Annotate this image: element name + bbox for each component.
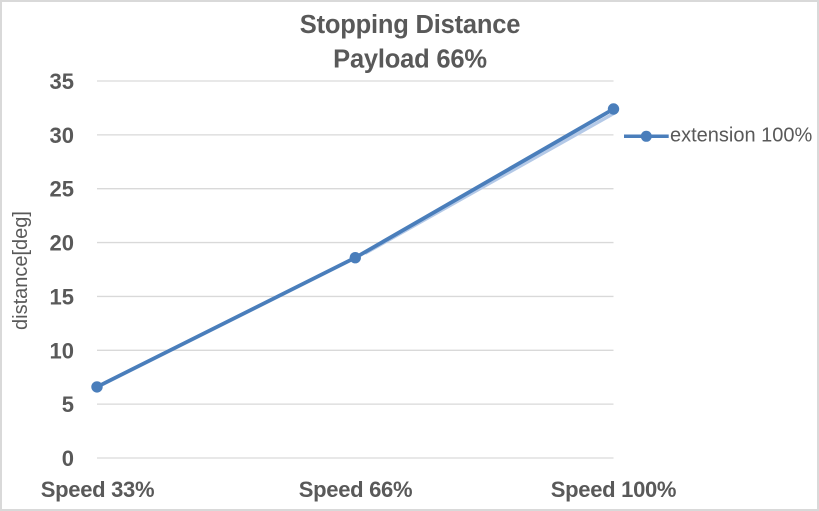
svg-text:Speed 33%: Speed 33%: [41, 477, 154, 502]
svg-text:extension 100%: extension 100%: [670, 125, 813, 147]
svg-text:25: 25: [50, 177, 74, 202]
svg-text:20: 20: [50, 231, 74, 256]
svg-text:35: 35: [50, 69, 74, 94]
svg-text:30: 30: [50, 123, 74, 148]
svg-text:Speed 100%: Speed 100%: [551, 477, 676, 502]
svg-text:Speed 66%: Speed 66%: [299, 477, 412, 502]
svg-text:5: 5: [62, 392, 74, 417]
svg-text:0: 0: [62, 446, 74, 471]
svg-text:Payload 66%: Payload 66%: [333, 46, 487, 74]
svg-text:distance[deg]: distance[deg]: [10, 211, 32, 330]
svg-text:10: 10: [50, 338, 74, 363]
svg-text:Stopping Distance: Stopping Distance: [300, 11, 520, 39]
svg-text:15: 15: [50, 284, 74, 309]
